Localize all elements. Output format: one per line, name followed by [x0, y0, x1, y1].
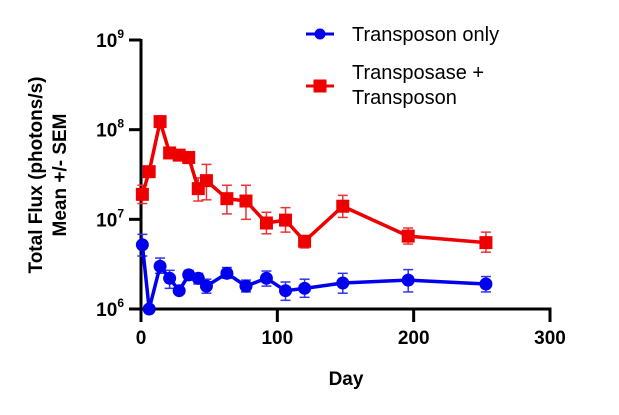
- y-tick-label: 106: [96, 296, 124, 321]
- legend-item: Transposon only: [306, 24, 499, 46]
- data-point: [279, 284, 293, 298]
- legend-item: Transposase + Transposon: [306, 62, 484, 109]
- series-transposon-only: [135, 233, 493, 316]
- data-point: [142, 165, 156, 179]
- data-point: [239, 279, 253, 293]
- data-point: [279, 213, 293, 227]
- data-point: [479, 277, 493, 291]
- series-layer: [135, 115, 493, 316]
- legend-label: Transposon only: [352, 24, 499, 46]
- data-point: [191, 271, 205, 285]
- legend-label: Transposase +: [352, 62, 484, 84]
- data-point: [239, 194, 253, 208]
- data-point: [182, 150, 196, 164]
- x-tick-label: 100: [261, 328, 293, 349]
- x-axis-title: Day: [329, 369, 364, 390]
- data-point: [153, 115, 167, 129]
- data-point: [336, 199, 350, 213]
- data-point: [163, 271, 177, 285]
- data-point: [199, 279, 213, 293]
- data-point: [199, 174, 213, 188]
- data-point: [142, 302, 156, 316]
- data-point: [259, 271, 273, 285]
- data-point: [401, 229, 415, 243]
- data-point: [314, 28, 326, 40]
- data-point: [313, 79, 327, 93]
- series-line: [140, 119, 487, 245]
- data-point: [135, 238, 149, 252]
- x-tick-label: 300: [534, 328, 566, 349]
- data-point: [336, 276, 350, 290]
- y-axis-title-line-1: Total Flux (photons/s): [26, 76, 47, 273]
- data-point: [135, 187, 149, 201]
- data-point: [259, 216, 273, 230]
- axes: 0 100 200 300 109 108 107 106: [96, 27, 566, 349]
- data-point: [220, 266, 234, 280]
- series-line: [140, 244, 487, 311]
- legend-label: Transposon: [352, 87, 457, 109]
- y-tick-label: 107: [96, 206, 124, 231]
- data-point: [153, 259, 167, 273]
- data-point: [298, 234, 312, 248]
- x-tick-label: 0: [136, 328, 147, 349]
- data-point: [401, 273, 415, 287]
- y-tick-label: 108: [96, 117, 124, 142]
- data-point: [298, 281, 312, 295]
- y-axis-title-line-2: Mean +/- SEM: [50, 114, 71, 237]
- y-axis-title: Total Flux (photons/s) Mean +/- SEM: [26, 76, 71, 273]
- x-tick-label: 200: [398, 328, 430, 349]
- data-point: [172, 284, 186, 298]
- series-transposase-transposon: [135, 115, 493, 253]
- data-point: [479, 236, 493, 250]
- y-tick-label: 109: [96, 27, 124, 52]
- data-point: [220, 192, 234, 206]
- legend: Transposon only Transposase + Transposon: [306, 24, 499, 109]
